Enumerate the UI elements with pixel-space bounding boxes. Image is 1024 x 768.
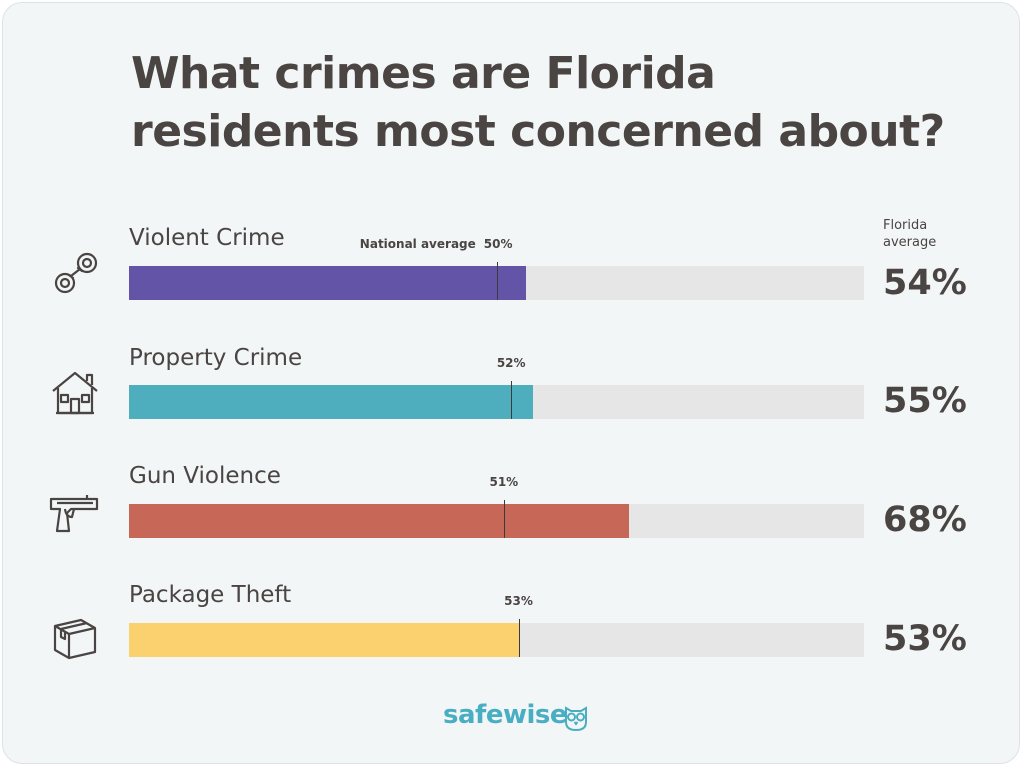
national-average-marker [511, 381, 513, 419]
florida-average-value: 53% [883, 619, 967, 659]
florida-bar [129, 266, 526, 300]
florida-header-line-2: average [883, 235, 937, 250]
package-icon [47, 610, 103, 666]
owl-logo-icon [563, 702, 589, 732]
national-average-marker [503, 500, 505, 538]
florida-average-header: Florida average [883, 217, 936, 251]
national-average-label: National average 50% [360, 237, 513, 251]
national-average-value: 50% [483, 237, 513, 251]
national-average-marker [496, 262, 498, 300]
national-average-value: 52% [496, 356, 526, 370]
category-label: Gun Violence [129, 463, 281, 489]
category-label: Violent Crime [129, 225, 285, 251]
florida-average-value: 54% [883, 263, 967, 303]
national-average-prefix: National average [359, 237, 476, 251]
national-average-marker [518, 619, 520, 657]
title-line-1: What crimes are Florida [131, 48, 716, 99]
bar-track [129, 500, 864, 538]
bar-track [129, 619, 864, 657]
florida-average-value: 68% [883, 500, 967, 540]
florida-bar [129, 385, 534, 419]
bar-track [129, 262, 864, 300]
gun-icon [47, 487, 103, 543]
bar-track [129, 381, 864, 419]
logo-text-wise: wise [502, 700, 568, 730]
national-average-label: 53% [504, 594, 533, 608]
national-average-value: 53% [504, 594, 533, 608]
chart-title: What crimes are Florida residents most c… [131, 45, 945, 161]
safewise-logo: safewise [443, 700, 568, 730]
national-average-label: 52% [497, 356, 526, 370]
category-label: Package Theft [129, 582, 292, 608]
title-line-2: residents most concerned about? [131, 106, 945, 157]
florida-average-value: 55% [883, 381, 967, 421]
florida-bar [129, 623, 519, 657]
category-label: Property Crime [129, 345, 303, 371]
florida-header-line-1: Florida [883, 218, 928, 233]
logo-text-safe: safe [443, 700, 503, 730]
national-average-label: 51% [489, 475, 518, 489]
house-icon [47, 365, 103, 421]
handcuffs-icon [47, 245, 103, 301]
florida-bar [129, 504, 629, 538]
national-average-value: 51% [489, 475, 519, 489]
